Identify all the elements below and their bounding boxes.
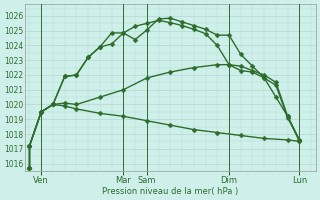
X-axis label: Pression niveau de la mer( hPa ): Pression niveau de la mer( hPa ) [102, 187, 238, 196]
